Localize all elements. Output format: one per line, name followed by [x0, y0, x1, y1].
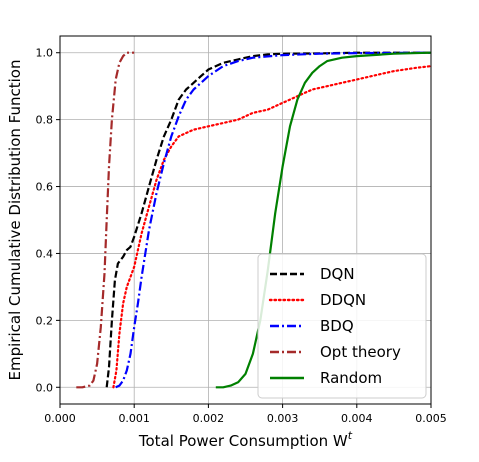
y-tick-label: 0.8 — [36, 114, 54, 127]
legend: DQN DDQN BDQ Opt theory Random — [257, 253, 427, 399]
x-tick-label: 0.003 — [267, 412, 299, 425]
series-line-bdq — [115, 51, 431, 389]
y-tick-label: 0.0 — [36, 381, 54, 394]
x-tick-label: 0.001 — [118, 412, 150, 425]
series-line-random — [215, 51, 431, 389]
series-line-opt-theory — [76, 51, 135, 389]
x-tick-label: 0.004 — [341, 412, 373, 425]
legend-label-dqn: DQN — [320, 265, 355, 283]
y-axis-label: Empirical Cumulative Distribution Functi… — [6, 60, 24, 381]
series-line-ddqn — [112, 65, 431, 389]
legend-label-random: Random — [320, 369, 382, 387]
axis-ticks: 0.000 0.001 0.002 0.003 0.004 0.005 0.0 0.2 0.4 0… — [36, 47, 447, 425]
legend-label-bdq: BDQ — [320, 317, 354, 335]
y-tick-label: 0.4 — [36, 247, 54, 260]
y-tick-label: 0.2 — [36, 314, 54, 327]
y-tick-label: 1.0 — [36, 47, 54, 60]
x-tick-label: 0.002 — [193, 412, 225, 425]
x-tick-label: 0.000 — [44, 412, 76, 425]
legend-box — [257, 253, 427, 399]
x-axis-label: Total Power Consumption Wt — [138, 429, 353, 450]
y-tick-label: 0.6 — [36, 181, 54, 194]
plot-area-frame — [59, 35, 432, 405]
legend-label-ddqn: DDQN — [320, 291, 366, 309]
series-lines — [76, 51, 431, 389]
legend-label-opt-theory: Opt theory — [320, 343, 401, 361]
x-tick-label: 0.005 — [415, 412, 447, 425]
